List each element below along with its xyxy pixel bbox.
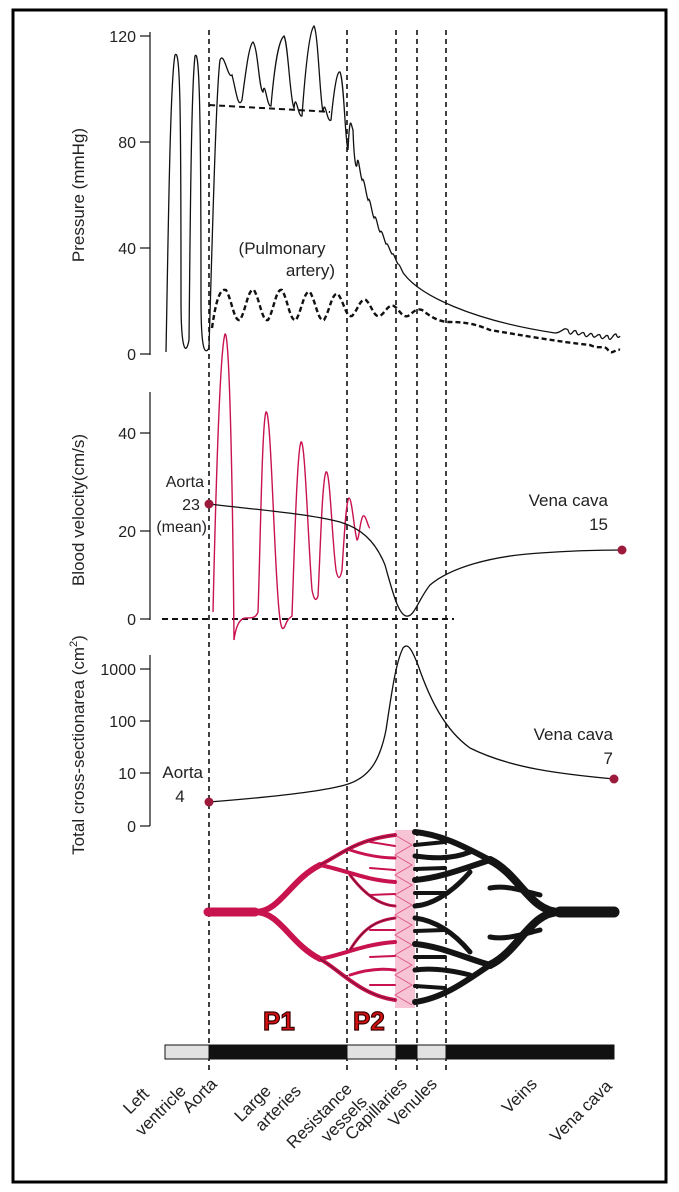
venacava-velocity-marker	[617, 545, 627, 555]
velocity-ticks	[140, 432, 150, 620]
p1-label: P1	[263, 1006, 295, 1036]
label-veins: Veins	[498, 1074, 541, 1117]
capillary-bed	[394, 830, 415, 1008]
arterial-tree	[203, 833, 397, 1002]
pulmonary-pressure-trace	[210, 288, 621, 354]
systemic-pressure-trace	[208, 24, 621, 349]
area-tick-label: 0	[127, 819, 136, 836]
area-tick-label: 100	[109, 714, 136, 731]
venacava-area-label1: Vena cava	[534, 725, 614, 744]
segment-bar	[164, 1044, 615, 1060]
segment-capillaries	[395, 1044, 418, 1060]
cross-section-area-curve	[208, 645, 615, 803]
pressure-tick-label: 0	[127, 347, 136, 364]
segment-left-ventricle	[164, 1044, 210, 1060]
p2-label: P2	[353, 1006, 385, 1036]
aorta-velocity-label3: (mean)	[156, 519, 207, 536]
aorta-area-marker	[204, 797, 214, 807]
area-ticks	[140, 668, 150, 827]
label-vena-cava: Vena cava	[546, 1076, 616, 1146]
venacava-area-label2: 7	[604, 749, 613, 768]
region-labels: Left ventricle Aorta Large arteries Resi…	[119, 1074, 616, 1152]
segment-resistance	[346, 1044, 397, 1060]
pulmonary-label-line1: (Pulmonary	[239, 239, 326, 258]
pulsatile-velocity-trace	[212, 333, 371, 641]
figure-border	[11, 8, 668, 1184]
aorta-area-label1: Aorta	[162, 763, 203, 782]
venacava-velocity-label2: 15	[589, 515, 608, 534]
pressure-ticks	[140, 35, 150, 355]
pressure-axis-title: Pressure (mmHg)	[69, 128, 88, 262]
pressure-tick-label: 120	[109, 29, 136, 46]
velocity-tick-label: 0	[127, 612, 136, 629]
vessel-tree	[203, 829, 620, 1008]
velocity-tick-label: 20	[118, 524, 136, 541]
pulmonary-label-line2: artery)	[286, 261, 335, 280]
segment-arteries	[208, 1044, 348, 1060]
venacava-velocity-label1: Vena cava	[529, 491, 609, 510]
aorta-area-label2: 4	[175, 787, 184, 806]
aorta-velocity-label1: Aorta	[166, 474, 204, 491]
pressure-tick-label: 80	[118, 135, 136, 152]
aorta-velocity-label2: 23	[182, 497, 200, 514]
aorta-velocity-marker	[204, 499, 214, 509]
mean-pressure-line	[208, 104, 331, 113]
segment-veins	[445, 1044, 615, 1060]
velocity-tick-label: 40	[118, 426, 136, 443]
venous-tree	[412, 829, 620, 1005]
pressure-tick-label: 40	[118, 241, 136, 258]
area-tick-label: 1000	[100, 662, 136, 679]
area-tick-label: 10	[118, 766, 136, 783]
venacava-area-marker	[609, 774, 619, 784]
velocity-panel: 40 20 0 Blood velocity(cm/s) Aorta 23 (m…	[69, 333, 627, 641]
area-axis-title: Total cross-sectionarea (cm2)	[68, 635, 88, 855]
area-panel: 1000 100 10 0 Total cross-sectionarea (c…	[68, 635, 619, 855]
mean-velocity-curve	[208, 503, 623, 617]
ventricle-pressure-trace	[165, 53, 210, 353]
arterial-tree-shading	[319, 834, 396, 1001]
velocity-axis-title: Blood velocity(cm/s)	[69, 434, 88, 586]
pressure-panel: 120 80 40 0 Pressure (mmHg) (Pulmonary a…	[69, 24, 621, 364]
segment-venules	[416, 1044, 447, 1060]
